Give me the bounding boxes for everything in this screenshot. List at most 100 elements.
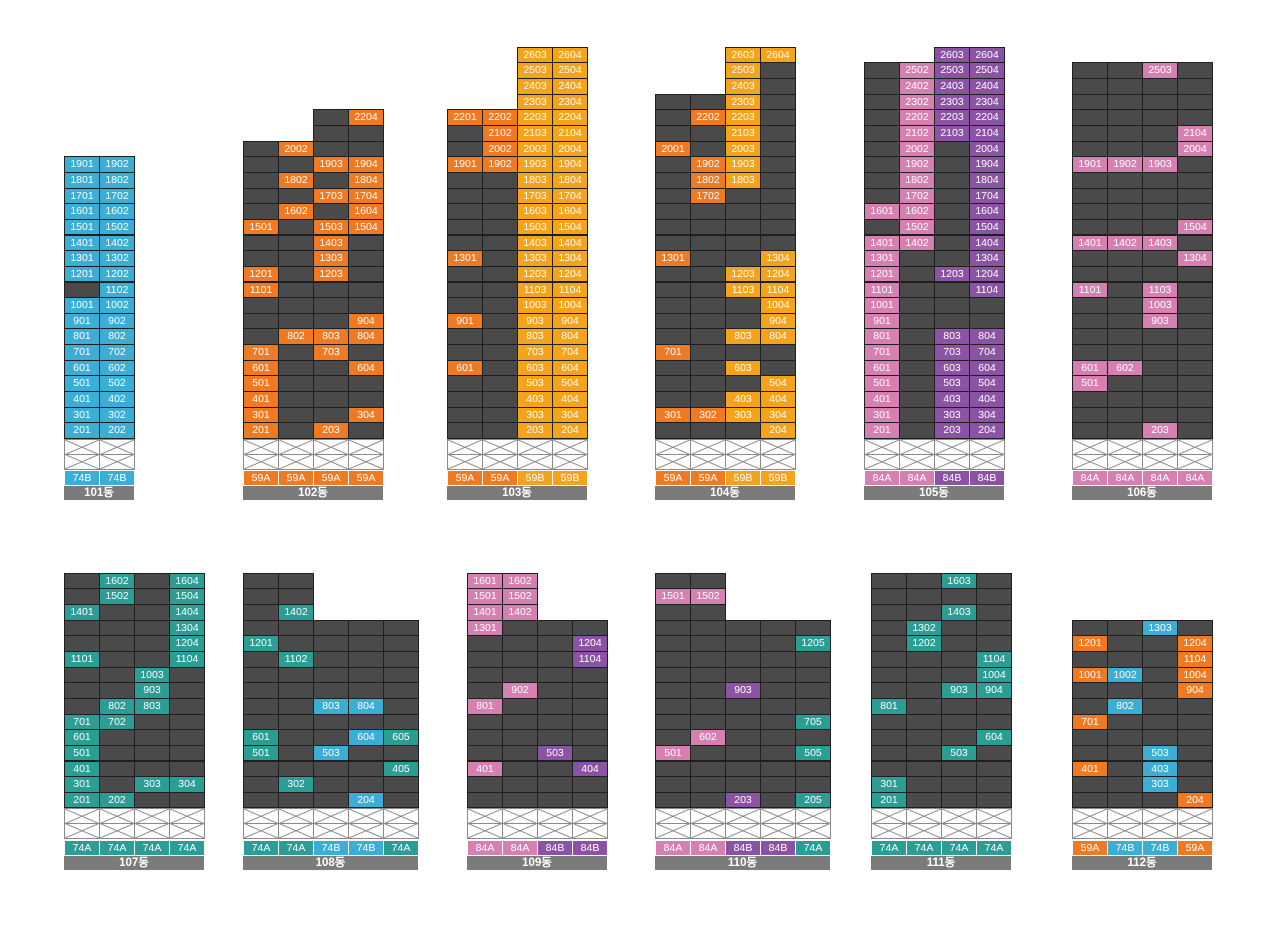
empty-unit-cell — [383, 682, 419, 699]
unit-cell: 1603 — [517, 203, 553, 220]
empty-unit-cell — [655, 125, 691, 142]
unit-cell: 1602 — [99, 203, 135, 220]
empty-unit-cell — [690, 635, 726, 652]
unit-cell: 802 — [99, 697, 135, 715]
pilotis-cell — [278, 808, 314, 839]
unit-cell: 1402 — [99, 234, 135, 252]
empty-unit-cell — [278, 729, 314, 746]
empty-unit-cell — [243, 760, 279, 778]
unit-cell: 2103 — [517, 125, 553, 142]
empty-unit-cell — [1177, 328, 1213, 346]
empty-unit-cell — [313, 682, 349, 699]
empty-unit-cell — [795, 776, 831, 793]
pilotis-cell — [1142, 438, 1178, 470]
empty-unit-cell — [1177, 109, 1213, 126]
unit-cell: 304 — [760, 406, 796, 424]
pilotis-cell — [941, 808, 977, 839]
empty-unit-cell — [941, 619, 977, 637]
unit-cell: 1104 — [976, 651, 1012, 668]
empty-unit-cell — [348, 391, 384, 408]
empty-unit-cell — [1107, 375, 1143, 392]
empty-unit-cell — [795, 666, 831, 684]
empty-unit-cell — [502, 760, 538, 778]
empty-unit-cell — [537, 635, 573, 652]
empty-unit-cell — [1107, 776, 1143, 793]
empty-unit-cell — [690, 281, 726, 299]
unit-cell: 601 — [1072, 359, 1108, 377]
empty-unit-cell — [1142, 109, 1178, 126]
unit-cell: 1103 — [725, 281, 761, 299]
empty-unit-cell — [760, 125, 796, 142]
empty-unit-cell — [99, 666, 135, 684]
empty-unit-cell — [313, 619, 349, 637]
pilotis-cell — [760, 438, 796, 470]
empty-unit-cell — [725, 375, 761, 392]
empty-unit-cell — [1072, 744, 1108, 762]
empty-unit-cell — [655, 776, 691, 793]
empty-unit-cell — [871, 666, 907, 684]
empty-unit-cell — [690, 328, 726, 346]
empty-unit-cell — [243, 156, 279, 173]
empty-unit-cell — [690, 218, 726, 236]
unit-cell: 1502 — [99, 588, 135, 605]
empty-unit-cell — [655, 604, 691, 621]
unit-cell: 903 — [1142, 312, 1178, 330]
empty-unit-cell — [1177, 265, 1213, 283]
unit-cell: 1304 — [169, 619, 205, 637]
unit-cell: 704 — [969, 344, 1005, 361]
empty-unit-cell — [1072, 78, 1108, 95]
unit-cell: 1603 — [941, 572, 977, 590]
unit-cell: 1604 — [552, 203, 588, 220]
empty-unit-cell — [871, 635, 907, 652]
empty-unit-cell — [313, 776, 349, 793]
unit-cell: 1702 — [690, 187, 726, 205]
unit-cell: 501 — [864, 375, 900, 392]
unit-cell: 203 — [725, 791, 761, 809]
unit-cell: 1104 — [969, 281, 1005, 299]
unit-cell: 1102 — [278, 651, 314, 668]
empty-unit-cell — [482, 391, 518, 408]
empty-unit-cell — [502, 791, 538, 809]
empty-unit-cell — [1177, 297, 1213, 314]
unit-cell: 2603 — [517, 46, 553, 64]
empty-unit-cell — [934, 281, 970, 299]
empty-unit-cell — [1072, 776, 1108, 793]
unit-cell: 505 — [795, 744, 831, 762]
unit-type-label: 74B — [1142, 839, 1178, 856]
unit-type-label: 84A — [690, 839, 726, 856]
unit-cell: 602 — [690, 729, 726, 746]
empty-unit-cell — [572, 729, 608, 746]
unit-cell: 204 — [760, 422, 796, 439]
empty-unit-cell — [655, 375, 691, 392]
empty-unit-cell — [1177, 697, 1213, 715]
empty-unit-cell — [725, 234, 761, 252]
empty-unit-cell — [1142, 729, 1178, 746]
empty-unit-cell — [655, 391, 691, 408]
empty-unit-cell — [482, 422, 518, 439]
empty-unit-cell — [278, 344, 314, 361]
unit-cell: 2201 — [447, 109, 483, 126]
empty-unit-cell — [537, 666, 573, 684]
unit-cell: 201 — [64, 422, 100, 439]
empty-unit-cell — [1177, 760, 1213, 778]
unit-cell: 504 — [552, 375, 588, 392]
unit-cell: 301 — [64, 406, 100, 424]
unit-cell: 1704 — [969, 187, 1005, 205]
unit-cell: 2004 — [969, 140, 1005, 158]
empty-unit-cell — [348, 344, 384, 361]
empty-unit-cell — [313, 125, 349, 142]
empty-unit-cell — [760, 651, 796, 668]
empty-unit-cell — [537, 791, 573, 809]
empty-unit-cell — [1107, 422, 1143, 439]
unit-cell: 1101 — [864, 281, 900, 299]
empty-unit-cell — [278, 250, 314, 267]
empty-unit-cell — [655, 713, 691, 731]
empty-unit-cell — [725, 312, 761, 330]
unit-cell: 2004 — [1177, 140, 1213, 158]
unit-cell: 2202 — [690, 109, 726, 126]
unit-cell: 1901 — [1072, 156, 1108, 173]
unit-cell: 1604 — [969, 203, 1005, 220]
empty-unit-cell — [871, 572, 907, 590]
unit-cell: 1104 — [1177, 651, 1213, 668]
unit-cell: 1003 — [134, 666, 170, 684]
